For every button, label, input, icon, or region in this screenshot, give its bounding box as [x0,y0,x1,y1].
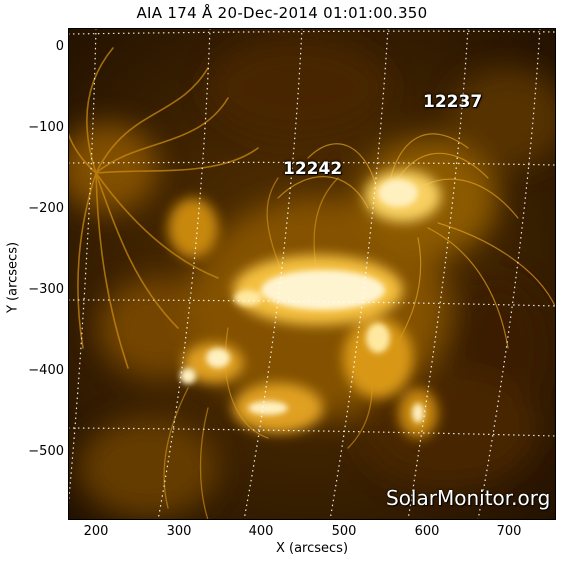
region-label-12242: 12242 [283,159,343,179]
y-tick-label: −300 [28,282,64,297]
x-tick-label: 200 [83,524,109,539]
watermark: SolarMonitor.org [386,486,551,510]
solar-image [68,28,556,520]
y-tick-label: −200 [28,201,64,216]
region-label-12237: 12237 [423,92,483,112]
x-tick-label: 300 [166,524,192,539]
y-tick-label: 0 [55,39,64,54]
y-axis-label: Y (arcsecs) [5,241,21,314]
x-axis-label: X (arcsecs) [275,541,349,556]
image-title: AIA 174 Å 20-Dec-2014 01:01:00.350 [136,4,428,22]
y-tick-label: −500 [28,444,64,459]
x-tick-label: 600 [414,524,440,539]
x-tick-label: 700 [496,524,522,539]
y-tick-label: −400 [28,363,64,378]
x-tick-label: 400 [248,524,274,539]
x-tick-label: 500 [331,524,357,539]
y-tick-label: −100 [28,120,64,135]
